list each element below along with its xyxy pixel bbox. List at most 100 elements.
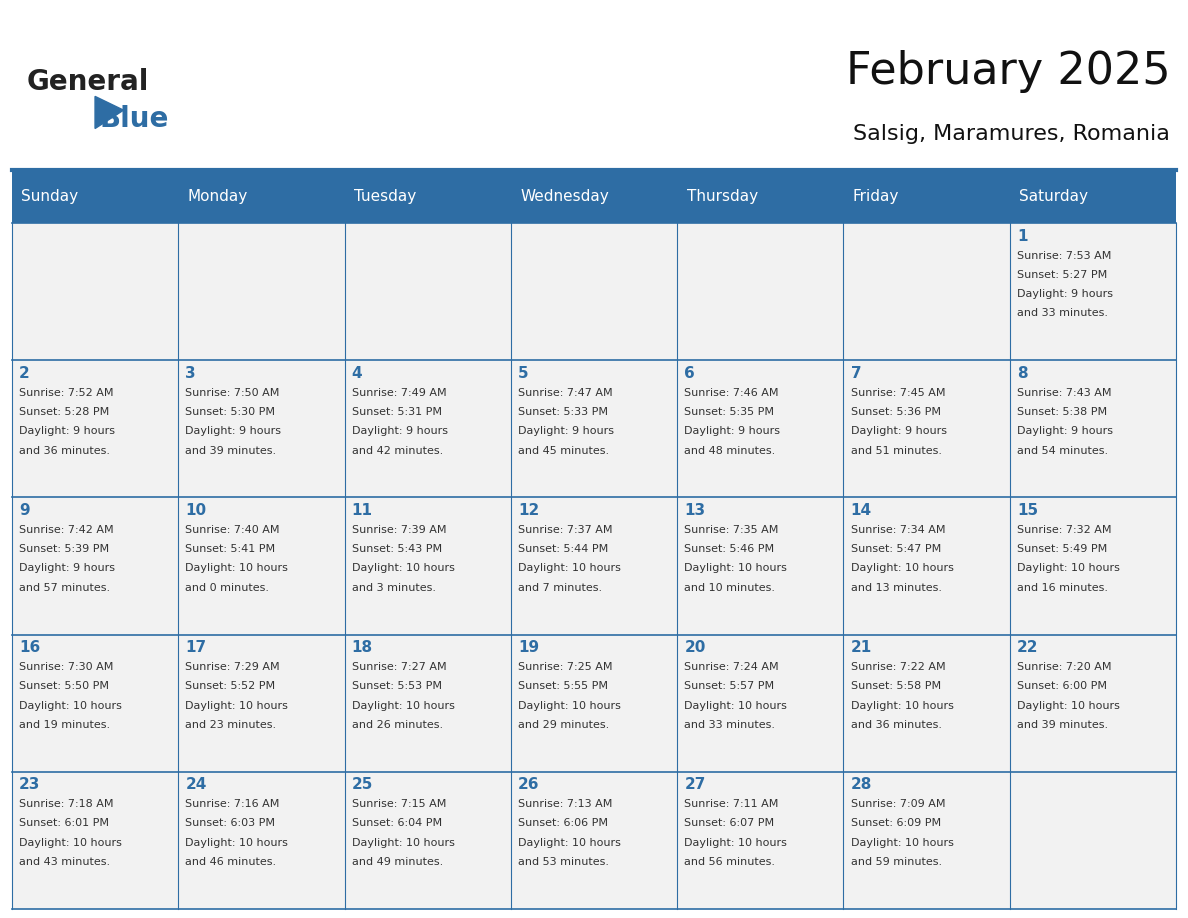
Bar xyxy=(178,634,345,772)
Text: Daylight: 10 hours: Daylight: 10 hours xyxy=(518,838,621,847)
Text: and 56 minutes.: and 56 minutes. xyxy=(684,857,776,867)
Text: and 10 minutes.: and 10 minutes. xyxy=(684,583,776,593)
Text: and 48 minutes.: and 48 minutes. xyxy=(684,445,776,455)
Bar xyxy=(12,498,178,634)
Text: Sunrise: 7:15 AM: Sunrise: 7:15 AM xyxy=(352,800,446,809)
Text: Monday: Monday xyxy=(188,189,248,204)
Text: Sunset: 5:50 PM: Sunset: 5:50 PM xyxy=(19,681,109,691)
Text: Daylight: 9 hours: Daylight: 9 hours xyxy=(19,426,115,436)
Text: Sunset: 5:39 PM: Sunset: 5:39 PM xyxy=(19,544,109,554)
Text: and 33 minutes.: and 33 minutes. xyxy=(684,720,776,730)
Bar xyxy=(511,223,677,360)
Text: Sunrise: 7:45 AM: Sunrise: 7:45 AM xyxy=(851,387,946,397)
Bar xyxy=(345,223,511,360)
Text: February 2025: February 2025 xyxy=(846,50,1170,94)
Text: Daylight: 9 hours: Daylight: 9 hours xyxy=(1017,289,1113,299)
Text: and 36 minutes.: and 36 minutes. xyxy=(19,445,110,455)
Bar xyxy=(345,498,511,634)
Text: Sunset: 5:57 PM: Sunset: 5:57 PM xyxy=(684,681,775,691)
Text: Sunset: 5:52 PM: Sunset: 5:52 PM xyxy=(185,681,276,691)
Text: 24: 24 xyxy=(185,778,207,792)
Text: Sunrise: 7:46 AM: Sunrise: 7:46 AM xyxy=(684,387,779,397)
Bar xyxy=(178,772,345,909)
Text: and 39 minutes.: and 39 minutes. xyxy=(1017,720,1108,730)
Text: Daylight: 10 hours: Daylight: 10 hours xyxy=(851,564,954,574)
Text: Daylight: 9 hours: Daylight: 9 hours xyxy=(185,426,282,436)
Bar xyxy=(677,634,843,772)
Text: Daylight: 10 hours: Daylight: 10 hours xyxy=(185,700,289,711)
Text: Daylight: 9 hours: Daylight: 9 hours xyxy=(1017,426,1113,436)
Text: 22: 22 xyxy=(1017,640,1038,655)
Text: 17: 17 xyxy=(185,640,207,655)
Text: and 54 minutes.: and 54 minutes. xyxy=(1017,445,1108,455)
Bar xyxy=(1010,634,1176,772)
Text: Sunrise: 7:50 AM: Sunrise: 7:50 AM xyxy=(185,387,279,397)
Text: Daylight: 10 hours: Daylight: 10 hours xyxy=(19,838,122,847)
Text: Sunrise: 7:47 AM: Sunrise: 7:47 AM xyxy=(518,387,613,397)
Text: Daylight: 9 hours: Daylight: 9 hours xyxy=(851,426,947,436)
Text: and 53 minutes.: and 53 minutes. xyxy=(518,857,609,867)
Text: 3: 3 xyxy=(185,365,196,381)
Text: and 13 minutes.: and 13 minutes. xyxy=(851,583,942,593)
Text: Sunset: 5:36 PM: Sunset: 5:36 PM xyxy=(851,407,941,417)
Text: Daylight: 10 hours: Daylight: 10 hours xyxy=(851,838,954,847)
Text: Friday: Friday xyxy=(853,189,899,204)
Text: Daylight: 9 hours: Daylight: 9 hours xyxy=(518,426,614,436)
Text: and 26 minutes.: and 26 minutes. xyxy=(352,720,443,730)
Bar xyxy=(1010,360,1176,498)
Text: and 49 minutes.: and 49 minutes. xyxy=(352,857,443,867)
Text: 1: 1 xyxy=(1017,229,1028,243)
Text: and 39 minutes.: and 39 minutes. xyxy=(185,445,277,455)
Text: Daylight: 10 hours: Daylight: 10 hours xyxy=(684,838,788,847)
Text: and 33 minutes.: and 33 minutes. xyxy=(1017,308,1108,319)
Polygon shape xyxy=(95,96,124,129)
Text: Sunset: 6:01 PM: Sunset: 6:01 PM xyxy=(19,819,109,828)
Text: and 16 minutes.: and 16 minutes. xyxy=(1017,583,1108,593)
Bar xyxy=(12,223,178,360)
Text: Sunset: 6:03 PM: Sunset: 6:03 PM xyxy=(185,819,276,828)
Text: Daylight: 10 hours: Daylight: 10 hours xyxy=(684,700,788,711)
Text: 10: 10 xyxy=(185,503,207,518)
Text: Sunrise: 7:22 AM: Sunrise: 7:22 AM xyxy=(851,662,946,672)
Text: Daylight: 9 hours: Daylight: 9 hours xyxy=(19,564,115,574)
Text: 28: 28 xyxy=(851,778,872,792)
Text: 27: 27 xyxy=(684,778,706,792)
Text: and 29 minutes.: and 29 minutes. xyxy=(518,720,609,730)
Text: Daylight: 10 hours: Daylight: 10 hours xyxy=(1017,564,1120,574)
Text: Daylight: 10 hours: Daylight: 10 hours xyxy=(185,838,289,847)
Text: Sunset: 5:49 PM: Sunset: 5:49 PM xyxy=(1017,544,1107,554)
Bar xyxy=(178,223,345,360)
Bar xyxy=(178,498,345,634)
Text: Saturday: Saturday xyxy=(1019,189,1088,204)
Text: Sunrise: 7:30 AM: Sunrise: 7:30 AM xyxy=(19,662,113,672)
Text: 26: 26 xyxy=(518,778,539,792)
Text: Salsig, Maramures, Romania: Salsig, Maramures, Romania xyxy=(853,124,1170,144)
Bar xyxy=(511,772,677,909)
Text: 12: 12 xyxy=(518,503,539,518)
Bar xyxy=(677,772,843,909)
Text: 4: 4 xyxy=(352,365,362,381)
Bar xyxy=(1010,223,1176,360)
Text: Sunrise: 7:35 AM: Sunrise: 7:35 AM xyxy=(684,525,778,535)
Text: Sunrise: 7:16 AM: Sunrise: 7:16 AM xyxy=(185,800,279,809)
Bar xyxy=(677,360,843,498)
Text: 2: 2 xyxy=(19,365,30,381)
Text: Sunrise: 7:20 AM: Sunrise: 7:20 AM xyxy=(1017,662,1112,672)
Bar xyxy=(677,498,843,634)
Text: and 36 minutes.: and 36 minutes. xyxy=(851,720,942,730)
Text: 21: 21 xyxy=(851,640,872,655)
Bar xyxy=(12,360,178,498)
Text: and 46 minutes.: and 46 minutes. xyxy=(185,857,277,867)
Text: 25: 25 xyxy=(352,778,373,792)
Text: and 51 minutes.: and 51 minutes. xyxy=(851,445,942,455)
Text: Sunrise: 7:52 AM: Sunrise: 7:52 AM xyxy=(19,387,114,397)
Text: Sunrise: 7:27 AM: Sunrise: 7:27 AM xyxy=(352,662,447,672)
Bar xyxy=(12,170,1176,223)
Bar xyxy=(843,772,1010,909)
Text: and 43 minutes.: and 43 minutes. xyxy=(19,857,110,867)
Text: Sunrise: 7:53 AM: Sunrise: 7:53 AM xyxy=(1017,251,1111,261)
Bar xyxy=(1010,498,1176,634)
Text: Sunrise: 7:43 AM: Sunrise: 7:43 AM xyxy=(1017,387,1112,397)
Text: Sunset: 6:07 PM: Sunset: 6:07 PM xyxy=(684,819,775,828)
Bar xyxy=(843,634,1010,772)
